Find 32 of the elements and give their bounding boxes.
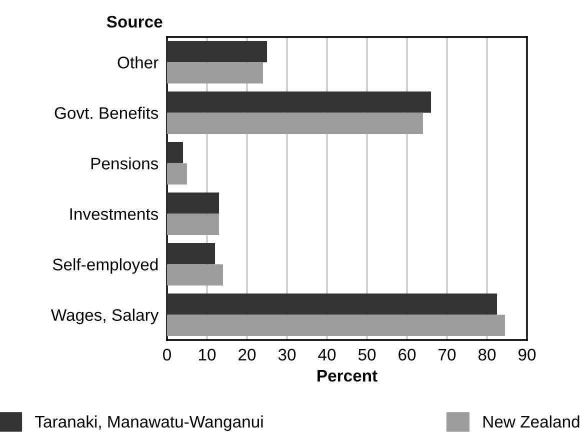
x-tick-label: 50 (358, 348, 376, 361)
bar (167, 41, 267, 62)
legend-label: New Zealand (483, 415, 580, 428)
bar (167, 264, 223, 286)
x-tick-label: 20 (238, 348, 256, 361)
y-tick-label: Self-employed (52, 258, 158, 274)
x-tick-label: 90 (518, 348, 536, 361)
y-tick-label: Govt. Benefits (54, 106, 158, 119)
bar (167, 92, 431, 113)
bar (167, 163, 187, 184)
legend-label: Taranaki, Manawatu-Wanganui (35, 415, 263, 431)
bar (167, 294, 497, 315)
x-tick-label: 70 (438, 348, 456, 361)
bar (167, 62, 263, 84)
bar (167, 142, 183, 164)
bar (167, 192, 219, 214)
y-tick-label: Wages, Salary (50, 308, 159, 324)
bar (167, 243, 215, 264)
y-tick-label: Investments (70, 208, 158, 220)
x-tick-label: 40 (318, 348, 336, 361)
y-axis-title: Source (106, 16, 162, 28)
x-tick-label: 80 (478, 348, 496, 361)
bar (167, 214, 219, 235)
x-axis-title: Percent (318, 370, 378, 382)
y-tick-label: Pensions (91, 157, 158, 170)
x-tick-label: 30 (278, 348, 296, 361)
x-tick-label: 0 (163, 348, 171, 361)
bar (167, 314, 505, 336)
bar (167, 112, 423, 134)
x-tick-label: 10 (199, 348, 216, 361)
y-tick-label: Other (118, 56, 158, 68)
x-tick-label: 60 (398, 348, 416, 361)
